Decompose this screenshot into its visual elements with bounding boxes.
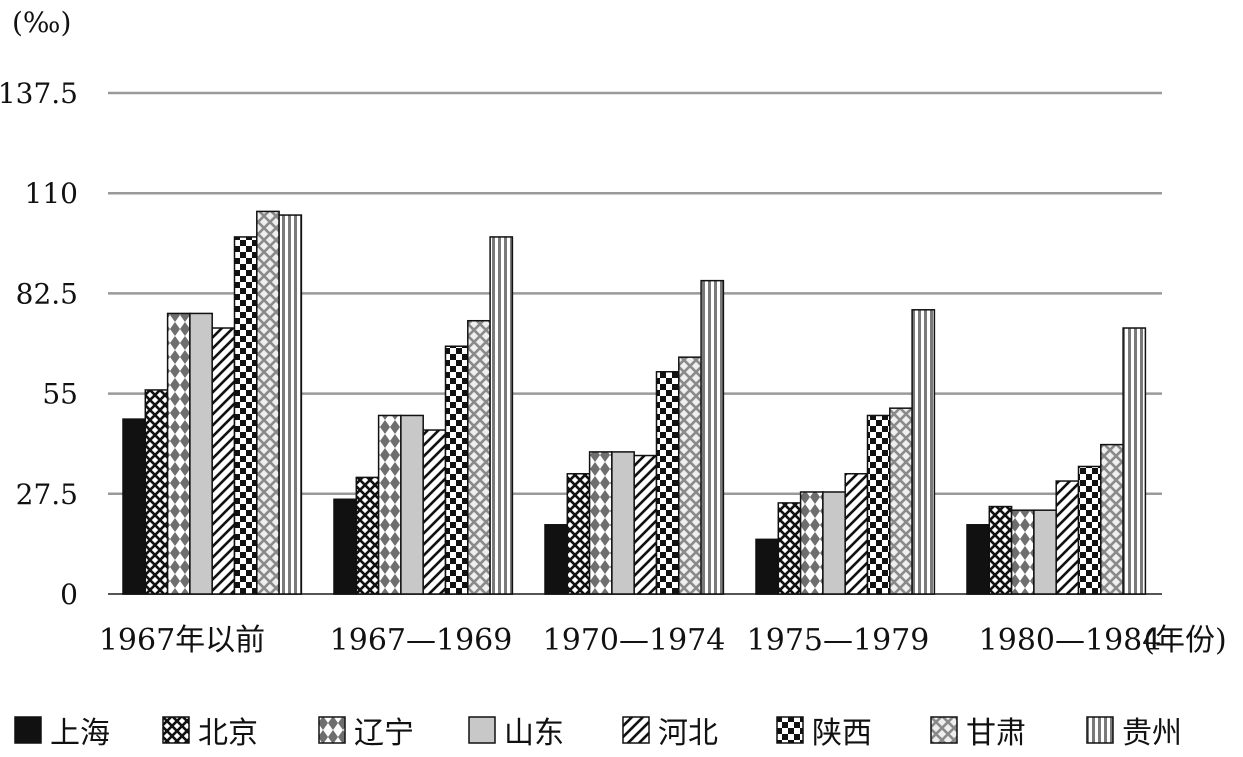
bar-5-4 (844, 473, 869, 595)
y-tick-label: 55 (42, 378, 78, 411)
legend-swatch (622, 716, 650, 744)
legend-swatch (318, 716, 346, 744)
y-axis-tick-labels: 0 27.5 55 82.5 110 137.5 (0, 77, 78, 611)
bar-6-5 (1077, 465, 1102, 595)
legend-swatch (1086, 716, 1114, 744)
y-tick-label: 82.5 (16, 277, 78, 310)
legend-item: 贵州 (1086, 708, 1182, 752)
legend-item: 上海 (14, 708, 110, 752)
x-tick-label: 1980—1984 (979, 623, 1162, 658)
y-tick-label: 110 (25, 177, 78, 210)
x-tick-label: 1975—1979 (747, 623, 930, 658)
bar-1-1 (122, 418, 147, 595)
legend-label: 上海 (50, 716, 110, 751)
bar-7-3 (678, 356, 702, 595)
x-tick-label: 1967—1969 (330, 623, 513, 658)
legend-item: 甘肃 (930, 708, 1026, 752)
bar-3-4 (799, 491, 824, 595)
bar-1-5 (966, 524, 991, 595)
legend-label: 山东 (504, 716, 564, 751)
bar-4-4 (822, 491, 846, 595)
legend-item: 辽宁 (318, 708, 414, 752)
bar-7-4 (889, 407, 913, 595)
legend-label: 陕西 (812, 716, 872, 751)
legend-label: 甘肃 (966, 716, 1026, 751)
legend-item: 河北 (622, 708, 718, 752)
bar-2-2 (355, 476, 380, 595)
bar-5-5 (1055, 480, 1080, 595)
bar-2-1 (144, 389, 169, 595)
legend-swatch (14, 716, 42, 744)
bar-3-3 (588, 451, 613, 595)
legend-label: 河北 (658, 716, 718, 751)
legend-item: 山东 (468, 708, 564, 752)
legend-item: 北京 (162, 708, 258, 752)
legend-label: 北京 (198, 716, 258, 751)
bar-3-2 (377, 414, 402, 595)
legend-label: 辽宁 (354, 716, 414, 751)
bar-8-3 (700, 279, 725, 595)
bar-7-5 (1100, 443, 1124, 595)
y-tick-label: 0 (60, 578, 78, 611)
bar-6-3 (655, 370, 680, 595)
x-tick-label: 1967年以前 (99, 623, 265, 658)
bar-2-3 (566, 473, 591, 595)
y-axis-unit-label: (‰) (12, 6, 72, 39)
bar-3-5 (1010, 509, 1035, 595)
bar-2-4 (777, 502, 802, 595)
bars (122, 210, 1147, 595)
bar-5-2 (422, 429, 447, 595)
legend-swatch (468, 716, 496, 744)
bar-7-2 (467, 319, 491, 595)
bar-8-5 (1122, 327, 1147, 595)
legend: 上海 北京 辽宁 山东 河北 陕西 甘肃 贵州 (0, 708, 1243, 757)
y-tick-label: 27.5 (16, 478, 78, 511)
bar-chart: 0 27.5 55 82.5 110 137.5 1967年以前 1967—1969 1970… (0, 77, 1227, 658)
legend-swatch (162, 716, 190, 744)
bar-6-2 (444, 345, 469, 595)
bar-4-3 (611, 451, 635, 595)
x-tick-label: 1970—1974 (543, 623, 726, 658)
bar-4-2 (400, 414, 424, 595)
bar-5-1 (211, 327, 236, 595)
bar-8-2 (489, 236, 514, 595)
bar-5-3 (633, 454, 658, 595)
bar-7-1 (256, 210, 280, 595)
x-axis-unit-label: (年份) (1143, 623, 1226, 658)
legend-label: 贵州 (1122, 716, 1182, 751)
bar-6-1 (233, 236, 258, 595)
legend-item: 陕西 (776, 708, 872, 752)
x-axis-tick-labels: 1967年以前 1967—1969 1970—1974 1975—1979 1980—1… (99, 623, 1227, 658)
y-tick-label: 137.5 (0, 77, 78, 110)
bar-4-1 (189, 312, 213, 595)
bar-6-4 (866, 414, 891, 595)
bar-1-4 (755, 538, 780, 595)
bar-1-3 (544, 524, 569, 595)
bar-8-1 (278, 214, 303, 595)
bar-8-4 (911, 309, 936, 595)
legend-swatch (930, 716, 958, 744)
legend-swatch (776, 716, 804, 744)
bar-1-2 (333, 498, 358, 595)
bar-2-5 (988, 505, 1013, 595)
bar-4-5 (1033, 509, 1057, 595)
bar-3-1 (166, 312, 191, 595)
